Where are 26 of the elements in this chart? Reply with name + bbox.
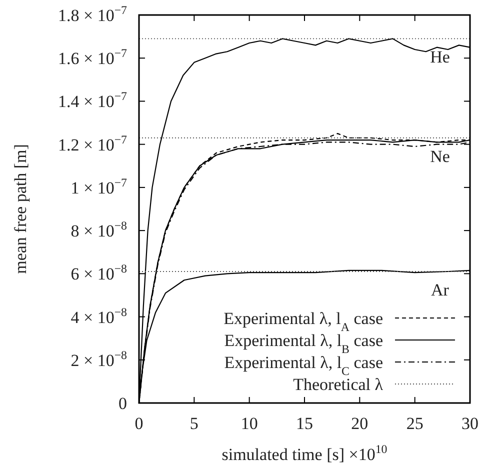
- y-tick-label: 8 × 10$^{−8}$: [70, 218, 128, 241]
- x-tick-label: 30: [462, 414, 478, 433]
- annotation: Ne: [430, 146, 450, 166]
- x-tick-label: 0: [134, 414, 144, 433]
- y-tick-label: 2 × 10$^{−8}$: [70, 348, 128, 370]
- y-tick-label: 1.8 × 10$^{−7}$: [58, 3, 128, 25]
- y-tick-label: 6 × 10$^{−8}$: [70, 262, 128, 284]
- y-tick-label: 1.2 × 10$^{−7}$: [58, 132, 128, 154]
- x-tick-label: 25: [406, 414, 424, 433]
- x-tick-label: 15: [296, 414, 313, 433]
- y-tick-label: 1.6 × 10$^{−7}$: [58, 46, 128, 68]
- legend-label: Theoretical λ: [293, 375, 384, 394]
- annotation: He: [430, 48, 450, 67]
- x-axis-title: simulated time [s] ×10$^{10}$: [222, 442, 388, 464]
- legend-label: Experimental λ, l$_{C}$ case: [224, 353, 383, 378]
- x-tick-label: 5: [190, 414, 198, 433]
- x-tick-label: 10: [240, 414, 258, 433]
- y-tick-label: 4 × 10$^{−8}$: [70, 304, 128, 327]
- y-axis-title: mean free path [m]: [11, 144, 30, 274]
- annotation: Ar: [431, 280, 450, 300]
- legend-label: Experimental λ, l$_{B}$ case: [224, 331, 383, 356]
- y-tick-label: 0: [118, 394, 127, 413]
- x-tick-label: 20: [351, 414, 368, 433]
- legend-label: Experimental λ, l$_{A}$ case: [224, 309, 383, 334]
- y-tick-label: 1 × 10$^{−7}$: [70, 175, 128, 198]
- y-tick-label: 1.4 × 10$^{−7}$: [58, 89, 128, 112]
